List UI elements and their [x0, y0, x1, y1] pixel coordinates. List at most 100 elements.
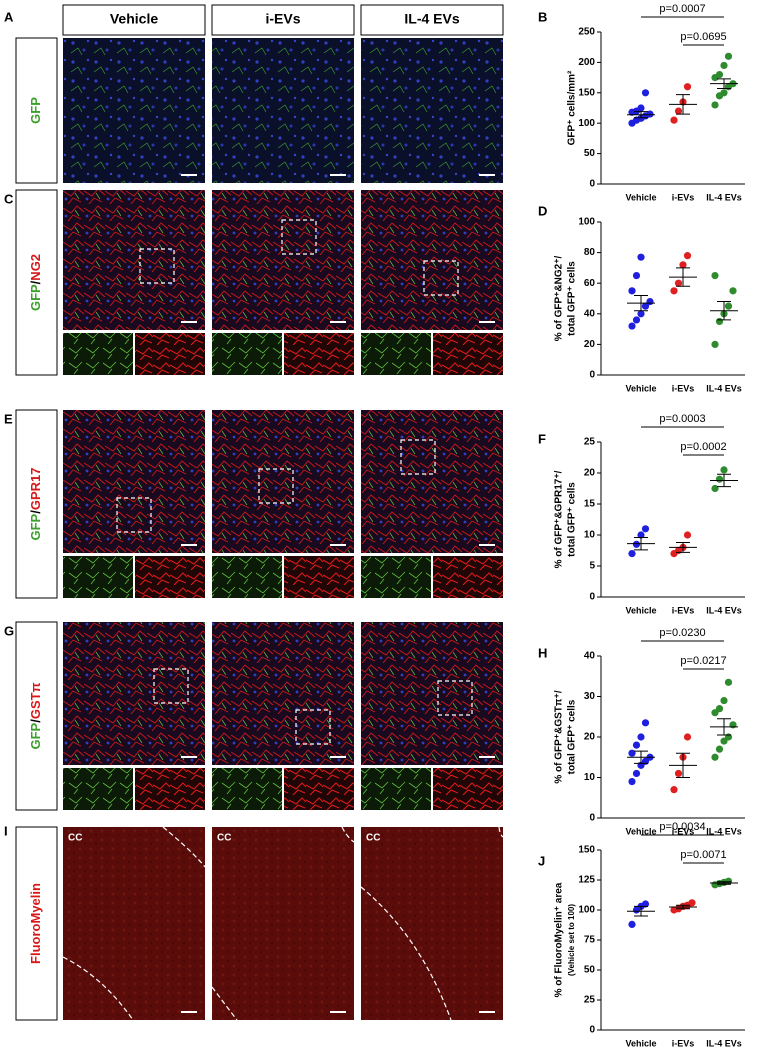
inset-red	[284, 556, 354, 598]
inset-red	[135, 333, 205, 375]
data-point	[715, 705, 724, 713]
data-point	[711, 101, 719, 109]
row-label-part: FluoroMyelin	[28, 883, 43, 964]
cc-boundary	[211, 826, 355, 1021]
row-label-part: GFP	[28, 97, 43, 124]
inset-green	[63, 768, 133, 810]
y-tick-label: 80	[584, 247, 596, 258]
error-bar	[676, 541, 690, 553]
data-point	[715, 475, 724, 483]
x-tick-label: i-EVs	[672, 192, 695, 202]
data-point	[637, 733, 645, 741]
y-tick-label: 100	[578, 905, 595, 916]
x-tick-label: Vehicle	[625, 192, 656, 202]
x-tick-label: Vehicle	[625, 383, 656, 393]
micrograph	[361, 190, 503, 330]
data-point	[632, 741, 641, 749]
data-point	[641, 89, 650, 97]
inset-red	[433, 333, 503, 375]
data-point	[670, 116, 678, 124]
inset-red	[433, 768, 503, 810]
y-tick-label: 25	[584, 437, 596, 448]
panel-label: A	[4, 9, 14, 24]
y-tick-label: 40	[584, 651, 596, 662]
cc-label: CC	[68, 833, 82, 844]
data-point	[670, 786, 678, 794]
data-point	[679, 261, 687, 269]
y-tick-label: 150	[578, 87, 595, 98]
p-value: p=0.0003	[659, 413, 705, 425]
inset-green	[63, 556, 133, 598]
p-value: p=0.0217	[680, 655, 726, 667]
column-header-box	[211, 4, 355, 36]
data-point	[628, 749, 636, 757]
micrograph	[63, 190, 205, 330]
data-point	[628, 322, 636, 330]
data-point	[674, 107, 683, 115]
data-point	[646, 297, 654, 306]
p-value: p=0.0034	[659, 821, 705, 833]
p-value: p=0.0230	[659, 627, 705, 639]
row-label: GFP	[28, 97, 43, 124]
x-tick-label: IL-4 EVs	[706, 826, 742, 836]
y-axis-label: % of GFP⁺&GPR17⁺/	[554, 470, 565, 568]
y-tick-label: 25	[584, 995, 596, 1006]
micrograph	[212, 190, 354, 330]
y-tick-label: 100	[578, 217, 595, 228]
data-point	[711, 484, 719, 493]
data-point	[720, 89, 728, 97]
y-tick-label: 0	[589, 1025, 595, 1036]
micrograph	[361, 827, 503, 1020]
row-label: FluoroMyelin	[28, 883, 43, 964]
y-axis-label: total GFP⁺ cells	[567, 261, 578, 336]
row-label-box	[15, 189, 58, 376]
row-label-box	[15, 826, 58, 1021]
y-tick-label: 125	[578, 875, 595, 886]
y-tick-label: 250	[578, 27, 595, 38]
error-bar	[717, 881, 731, 885]
y-tick-label: 10	[584, 530, 596, 541]
data-point	[711, 753, 719, 761]
data-point	[632, 271, 641, 280]
y-tick-label: 0	[589, 370, 595, 381]
data-point	[683, 83, 692, 91]
x-tick-label: IL-4 EVs	[706, 383, 742, 393]
micrograph	[361, 38, 503, 183]
data-point	[637, 253, 645, 261]
inset-green	[212, 333, 282, 375]
y-tick-label: 20	[584, 339, 596, 350]
data-point	[637, 104, 645, 112]
micrograph	[212, 827, 354, 1020]
y-tick-label: 30	[584, 691, 596, 702]
data-point	[641, 525, 650, 533]
x-tick-label: i-EVs	[672, 605, 695, 615]
data-point	[628, 920, 636, 929]
cc-label: CC	[366, 833, 380, 844]
data-point	[674, 769, 683, 778]
p-value: p=0.0695	[680, 31, 726, 43]
row-label-part: /	[28, 719, 43, 723]
row-label: GFP/GPR17	[28, 468, 43, 541]
data-point	[670, 287, 678, 295]
error-bar	[717, 301, 731, 321]
panel-label: I	[4, 823, 8, 838]
y-tick-label: 50	[584, 148, 596, 159]
row-label: GFP/GSTπ	[28, 682, 43, 749]
data-point	[632, 316, 641, 324]
inset-red	[284, 333, 354, 375]
data-point	[715, 317, 724, 326]
data-point	[637, 310, 645, 318]
micrograph	[63, 410, 205, 553]
row-label-box	[15, 621, 58, 811]
y-tick-label: 5	[589, 561, 595, 572]
y-tick-label: 0	[589, 592, 595, 603]
inset-green	[361, 556, 431, 598]
data-point	[715, 70, 724, 79]
data-point	[637, 531, 645, 539]
error-bar	[676, 267, 690, 287]
error-bar	[634, 536, 648, 551]
data-point	[641, 302, 650, 310]
y-axis-label: % of FluoroMyelin⁺ area	[554, 882, 565, 997]
error-bar	[717, 473, 731, 488]
